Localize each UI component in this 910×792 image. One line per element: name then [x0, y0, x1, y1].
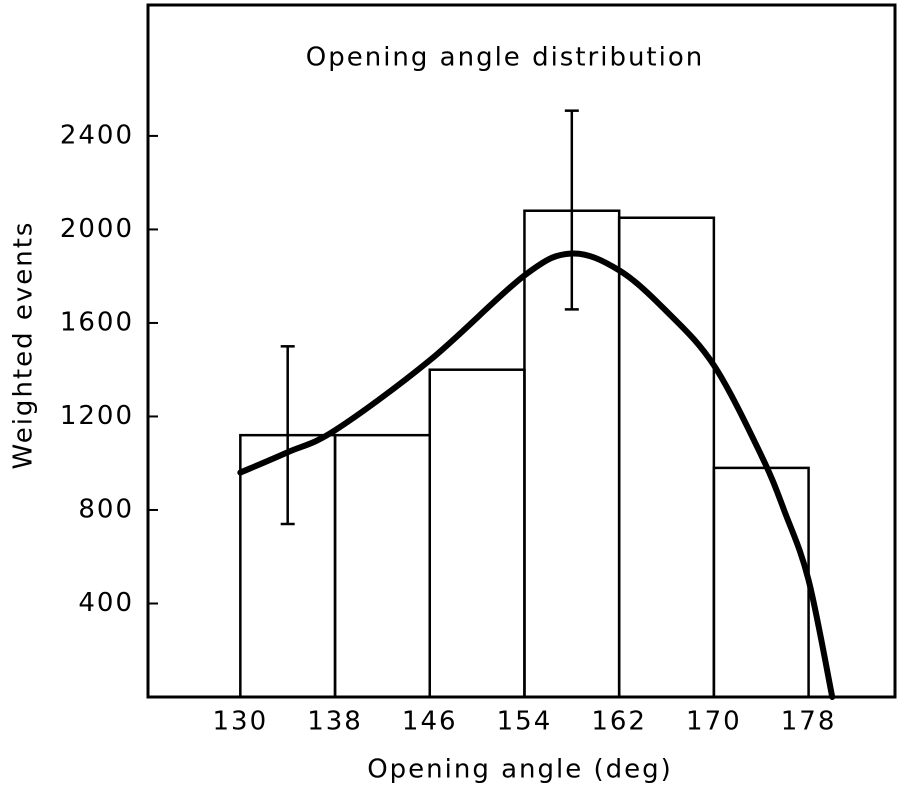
chart-title: Opening angle distribution — [306, 43, 704, 73]
fit-curve — [237, 250, 836, 700]
y-tick-label: 800 — [78, 494, 134, 524]
bar — [333, 433, 432, 699]
x-tick-label: 170 — [686, 707, 742, 737]
bar — [712, 466, 810, 699]
y-tick-label: 1600 — [60, 307, 134, 337]
x-tick-label: 162 — [591, 707, 647, 737]
x-tick-label: 154 — [497, 707, 553, 737]
bar — [428, 368, 526, 699]
plot-frame — [146, 3, 897, 699]
error-bar — [564, 109, 579, 311]
x-tick-label: 130 — [213, 707, 269, 737]
error-bar — [280, 345, 295, 526]
x-tick-label: 138 — [307, 707, 363, 737]
y-axis-title: Weighted events — [9, 221, 39, 470]
y-tick-label: 2400 — [60, 120, 134, 150]
x-axis-title: Opening angle (deg) — [367, 755, 673, 785]
y-tick-label: 2000 — [60, 214, 134, 244]
y-tick-label: 1200 — [60, 401, 134, 431]
x-tick-label: 178 — [781, 707, 837, 737]
x-tick-label: 146 — [402, 707, 458, 737]
bar — [617, 216, 716, 699]
y-tick-label: 400 — [78, 588, 134, 618]
